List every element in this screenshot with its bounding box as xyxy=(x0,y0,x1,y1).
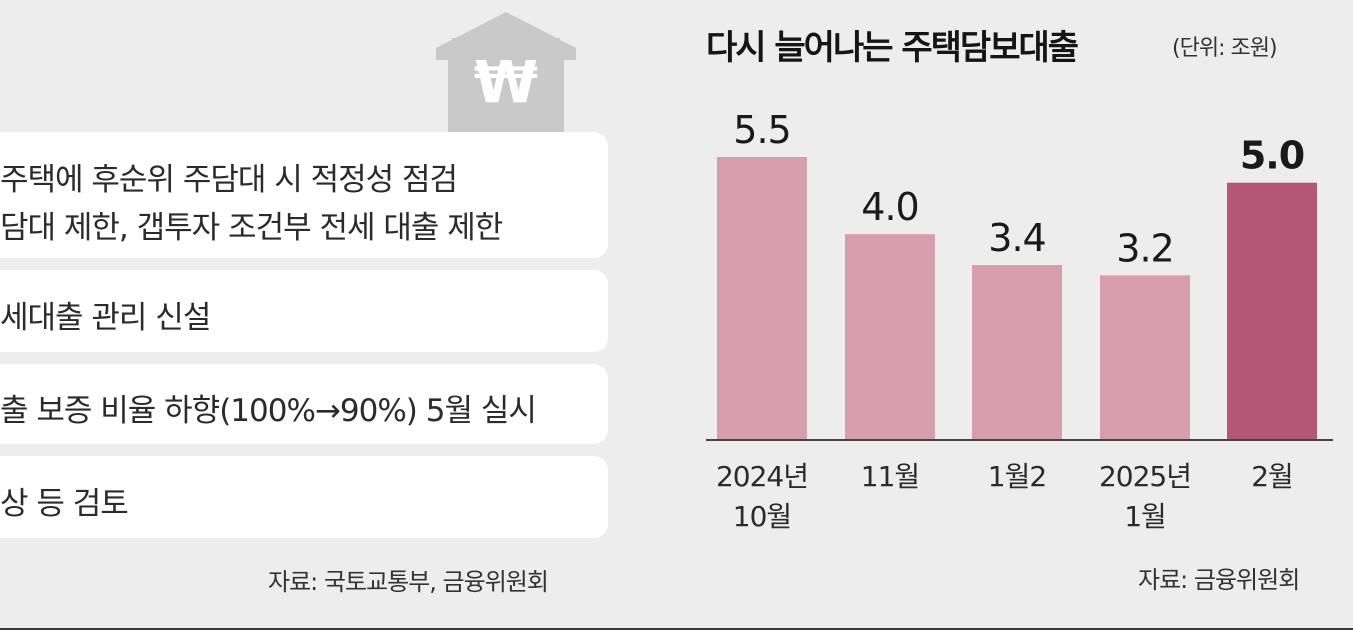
policy-item-4-line-1: 상 등 검토 xyxy=(0,486,129,522)
category-label-2-line-1: 11월 xyxy=(861,460,919,493)
bar-5 xyxy=(1227,182,1317,440)
policy-item-2: 세대출 관리 신설 xyxy=(0,270,608,352)
won-symbol: ₩ xyxy=(474,48,538,116)
bar-1 xyxy=(717,157,807,440)
category-label-3-line-1: 1월2 xyxy=(988,460,1046,493)
bar-2 xyxy=(845,234,935,440)
value-label-2: 4.0 xyxy=(861,185,918,229)
policy-item-1-line-1: 주택에 후순위 주담대 시 적정성 점검 xyxy=(0,162,458,198)
value-label-4: 3.2 xyxy=(1116,226,1173,270)
category-label-4-line-2: 1월 xyxy=(1124,500,1166,533)
chart-title: 다시 늘어나는 주택담보대출 xyxy=(706,28,1079,68)
left-source-note: 자료: 국토교통부, 금융위원회 xyxy=(268,568,549,596)
policy-item-1-line-2: 담대 제한, 갭투자 조건부 전세 대출 제한 xyxy=(0,210,503,246)
bar-4 xyxy=(1100,275,1190,440)
house-with-won-sign-icon: ₩ xyxy=(436,12,576,134)
bar-3 xyxy=(972,265,1062,440)
policy-item-3: 출 보증 비율 하향(100%→90%) 5월 실시 xyxy=(0,364,608,444)
chart-unit: (단위: 조원) xyxy=(1172,36,1278,61)
chart-source-note: 자료: 금융위원회 xyxy=(1138,566,1300,594)
category-label-5-line-1: 2월 xyxy=(1251,460,1293,493)
policy-item-2-line-1: 세대출 관리 신설 xyxy=(0,300,211,336)
category-label-4-line-1: 2025년 xyxy=(1099,460,1191,493)
category-label-1-line-1: 2024년 xyxy=(716,460,808,493)
bottom-divider xyxy=(0,628,1353,640)
category-label-1-line-2: 10월 xyxy=(733,500,791,533)
value-label-5: 5.0 xyxy=(1240,134,1304,178)
value-label-3: 3.4 xyxy=(988,216,1045,260)
policy-item-4: 상 등 검토 xyxy=(0,456,608,538)
policy-item-1: 주택에 후순위 주담대 시 적정성 점검 담대 제한, 갭투자 조건부 전세 대… xyxy=(0,132,608,258)
policy-item-3-line-1: 출 보증 비율 하향(100%→90%) 5월 실시 xyxy=(0,393,537,429)
value-label-1: 5.5 xyxy=(733,108,790,152)
